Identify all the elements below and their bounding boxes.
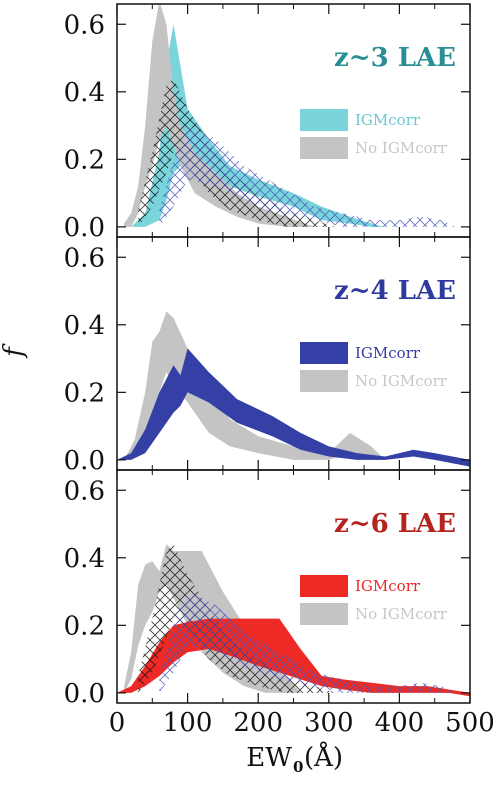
plot-area [117, 311, 470, 467]
x-tick-label: 300 [304, 708, 354, 738]
y-tick-label: 0.6 [64, 476, 105, 506]
svg-text:EW: EW [246, 743, 292, 773]
panel-title: z~6 LAE [334, 509, 456, 539]
plot-area [124, 4, 456, 227]
y-tick-label: 0.2 [64, 611, 105, 641]
hatched-band-2 [159, 591, 456, 693]
y-tick-label: 0.6 [64, 243, 105, 273]
legend-swatch [300, 603, 348, 625]
legend: IGMcorr No IGMcorr [300, 342, 448, 392]
x-tick-label: 500 [445, 708, 495, 738]
panel-3: 0.0 0.2 0.4 0.6 0 100 200 300 400 500 z~6 LAE IGMco… [64, 469, 495, 738]
hatched-band-1 [138, 78, 336, 227]
y-axis: 0.0 0.2 0.4 0.6 [64, 476, 470, 709]
legend-label: No IGMcorr [355, 139, 448, 157]
legend-label: No IGMcorr [355, 605, 448, 623]
y-tick-label: 0.6 [64, 10, 105, 40]
panel-1: 0.0 0.2 0.4 0.6 z~3 LAE IGMcorr No IGMcorr [64, 3, 471, 243]
x-axis-title: EW 0 (Å) [246, 741, 343, 776]
svg-text:(Å): (Å) [304, 741, 343, 773]
y-tick-label: 0.0 [64, 446, 105, 476]
x-axis: 0 100 200 300 400 500 [109, 470, 495, 738]
legend-label: IGMcorr [355, 577, 421, 595]
x-tick-label: 100 [163, 708, 213, 738]
legend-swatch [300, 342, 348, 364]
x-tick-label: 200 [233, 708, 283, 738]
band-igmcorr [117, 348, 470, 467]
panel-title: z~4 LAE [334, 276, 456, 306]
hatched-band-2 [159, 125, 456, 227]
legend-label: IGMcorr [355, 111, 421, 129]
panel-title: z~3 LAE [334, 43, 456, 73]
plot-area [117, 544, 470, 697]
panel-2: 0.0 0.2 0.4 0.6 z~4 LAE IGMcorr No IGMcorr [64, 236, 471, 476]
y-tick-label: 0.4 [64, 78, 105, 108]
y-axis: 0.0 0.2 0.4 0.6 [64, 10, 470, 243]
legend-swatch [300, 137, 348, 159]
legend-swatch [300, 109, 348, 131]
x-axis [116, 237, 471, 470]
legend-label: No IGMcorr [355, 372, 448, 390]
legend: IGMcorr No IGMcorr [300, 109, 448, 159]
svg-text:0: 0 [293, 758, 303, 776]
x-tick-label: 400 [375, 708, 425, 738]
x-axis [116, 4, 471, 237]
y-tick-label: 0.2 [64, 145, 105, 175]
hatched-band-1 [138, 544, 336, 693]
legend-label: IGMcorr [355, 344, 421, 362]
legend: IGMcorr No IGMcorr [300, 575, 448, 625]
legend-swatch [300, 370, 348, 392]
y-tick-label: 0.0 [64, 679, 105, 709]
y-tick-label: 0.0 [64, 213, 105, 243]
y-tick-label: 0.2 [64, 378, 105, 408]
y-axis: 0.0 0.2 0.4 0.6 [64, 243, 470, 476]
y-tick-label: 0.4 [64, 311, 105, 341]
x-tick-label: 0 [109, 708, 126, 738]
y-tick-label: 0.4 [64, 544, 105, 574]
y-axis-title: f [0, 343, 29, 359]
legend-swatch [300, 575, 348, 597]
